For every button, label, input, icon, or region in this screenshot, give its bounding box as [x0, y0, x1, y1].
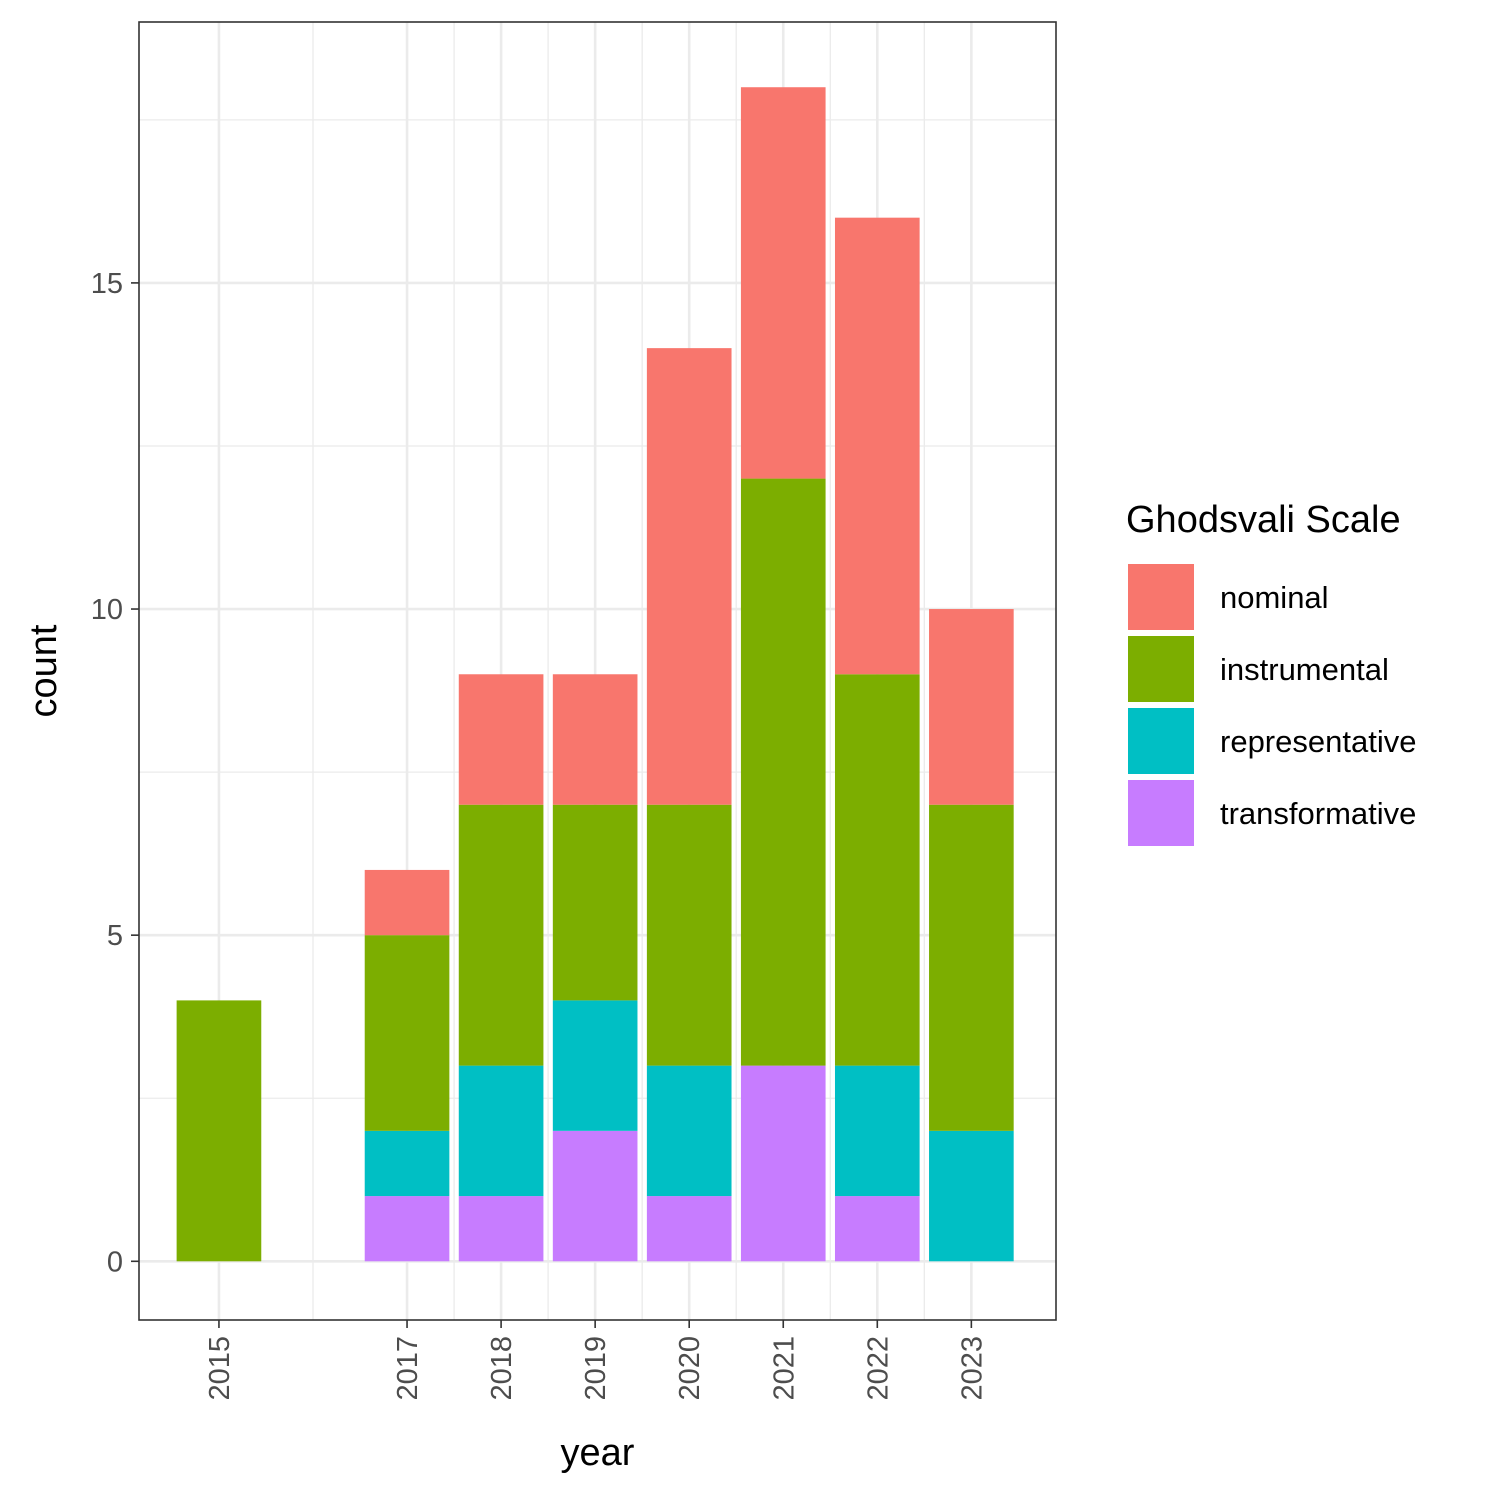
- x-tick-label: 2020: [674, 1336, 706, 1401]
- legend-key-instrumental: [1128, 636, 1194, 702]
- legend-label: representative: [1220, 724, 1416, 759]
- bar-segment-representative-2019: [552, 1000, 638, 1131]
- x-tick-label: 2023: [956, 1336, 988, 1401]
- bar-segment-instrumental-2020: [646, 804, 732, 1066]
- legend-key-nominal: [1128, 564, 1194, 630]
- y-tick-label: 15: [91, 268, 123, 300]
- legend-key-representative: [1128, 708, 1194, 774]
- legend-label: transformative: [1220, 796, 1416, 831]
- bar-segment-instrumental-2023: [929, 804, 1014, 1131]
- bar-segment-nominal-2018: [458, 674, 544, 805]
- bar-segment-instrumental-2018: [458, 804, 544, 1066]
- bar-segment-nominal-2020: [646, 348, 732, 805]
- y-tick-label: 5: [107, 920, 123, 952]
- y-axis: 0 5 10 15: [91, 268, 139, 1278]
- bars: [176, 87, 1014, 1262]
- y-tick-label: 0: [107, 1246, 123, 1278]
- x-axis: 2015 2017 2018 2019 2020 2021 2022 2023: [204, 1320, 988, 1401]
- bar-segment-representative-2017: [364, 1130, 450, 1197]
- bar-segment-instrumental-2015: [176, 1000, 262, 1262]
- bar-segment-transformative-2018: [458, 1196, 544, 1262]
- legend-label: nominal: [1220, 580, 1329, 615]
- bar-segment-representative-2023: [929, 1130, 1014, 1262]
- bar-segment-instrumental-2019: [552, 804, 638, 1001]
- bar-segment-representative-2020: [646, 1065, 732, 1197]
- x-tick-label: 2015: [204, 1336, 236, 1401]
- x-tick-label: 2019: [580, 1336, 612, 1401]
- bar-segment-representative-2022: [834, 1065, 920, 1197]
- x-tick-label: 2018: [486, 1336, 518, 1401]
- bar-segment-instrumental-2017: [364, 935, 450, 1131]
- legend-key-transformative: [1128, 780, 1194, 846]
- y-tick-label: 10: [91, 594, 123, 626]
- legend-title: Ghodsvali Scale: [1126, 499, 1401, 541]
- bar-segment-representative-2018: [458, 1065, 544, 1197]
- legend: Ghodsvali Scale nominal instrumental repre…: [1126, 499, 1416, 846]
- bar-segment-transformative-2022: [834, 1196, 920, 1262]
- bar-segment-transformative-2020: [646, 1196, 732, 1262]
- bar-segment-transformative-2021: [740, 1065, 826, 1262]
- plot-border: [138, 21, 1057, 1321]
- bar-segment-instrumental-2022: [834, 674, 920, 1066]
- x-tick-label: 2017: [392, 1336, 424, 1401]
- x-axis-title: year: [561, 1432, 635, 1474]
- bar-segment-nominal-2022: [834, 217, 920, 675]
- x-tick-label: 2021: [768, 1336, 800, 1401]
- bar-segment-nominal-2019: [552, 674, 638, 805]
- bar-segment-instrumental-2021: [740, 478, 826, 1066]
- bar-segment-nominal-2023: [929, 609, 1014, 805]
- x-tick-label: 2022: [862, 1336, 894, 1401]
- y-axis-title: count: [23, 624, 65, 717]
- legend-label: instrumental: [1220, 652, 1389, 687]
- bar-segment-transformative-2017: [364, 1196, 450, 1262]
- bar-segment-nominal-2021: [740, 87, 826, 479]
- bar-segment-transformative-2019: [552, 1130, 638, 1262]
- bar-segment-nominal-2017: [364, 869, 450, 936]
